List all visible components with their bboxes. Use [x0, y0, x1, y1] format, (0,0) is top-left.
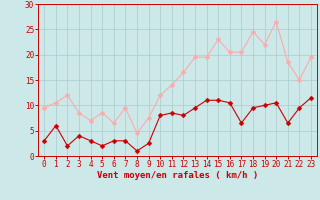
X-axis label: Vent moyen/en rafales ( km/h ): Vent moyen/en rafales ( km/h ): [97, 171, 258, 180]
